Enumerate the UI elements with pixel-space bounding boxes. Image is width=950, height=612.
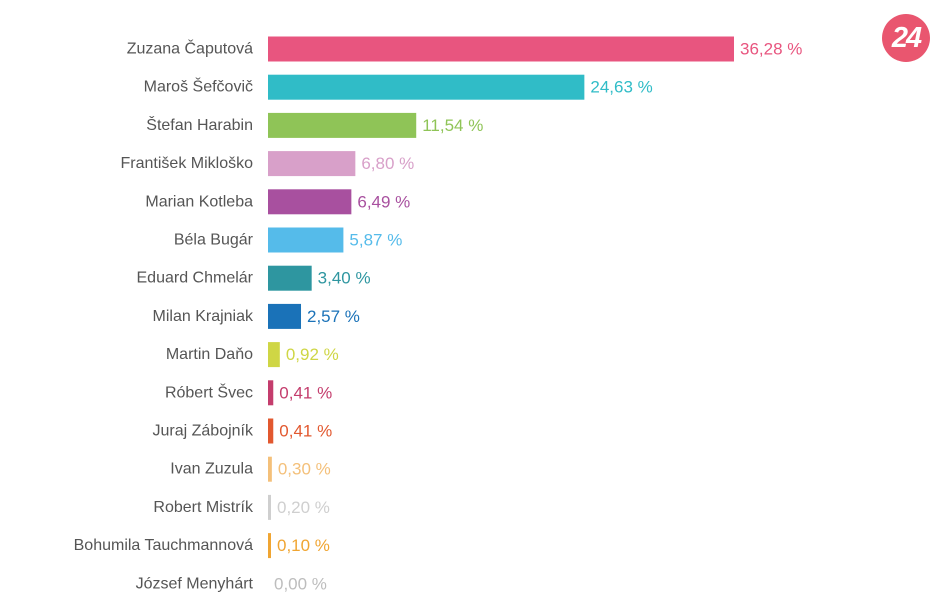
category-label: Štefan Harabin — [146, 115, 253, 134]
bar — [268, 418, 274, 444]
bar — [268, 303, 302, 329]
value-label: 0,20 % — [277, 498, 330, 517]
value-label: 0,10 % — [277, 536, 330, 555]
bar — [268, 227, 344, 253]
value-label: 2,57 % — [307, 307, 360, 326]
value-label: 0,41 % — [279, 383, 332, 402]
bar — [268, 533, 271, 559]
category-label: František Mikloško — [121, 155, 254, 172]
bar — [268, 74, 585, 100]
bar — [268, 342, 280, 368]
value-label: 24,63 % — [590, 78, 652, 97]
bar — [268, 265, 312, 291]
value-label: 0,30 % — [278, 460, 331, 479]
category-label: Bohumila Tauchmannová — [74, 537, 253, 554]
category-label: Maroš Šefčovič — [144, 77, 253, 96]
bar — [268, 151, 356, 177]
category-label: József Menyhárt — [136, 575, 254, 592]
bar — [268, 112, 417, 138]
value-label: 3,40 % — [318, 269, 371, 288]
category-label: Zuzana Čaputová — [127, 39, 253, 58]
logo-text: 24 — [891, 21, 922, 54]
bar — [268, 380, 274, 406]
value-label: 5,87 % — [349, 231, 402, 250]
bar — [268, 494, 271, 520]
bar — [268, 456, 272, 482]
value-label: 11,54 % — [422, 116, 483, 135]
category-label: Milan Krajniak — [153, 308, 254, 325]
value-label: 6,49 % — [357, 192, 410, 211]
category-label: Róbert Švec — [165, 382, 253, 401]
value-label: 6,80 % — [361, 154, 414, 173]
bar — [268, 36, 734, 62]
category-label: Marian Kotleba — [145, 193, 253, 210]
site-logo-24[interactable]: 24 — [882, 14, 930, 62]
value-label: 0,00 % — [274, 574, 327, 593]
value-label: 36,28 % — [740, 40, 802, 59]
category-label: Juraj Zábojník — [153, 423, 254, 440]
category-label: Ivan Zuzula — [170, 461, 253, 478]
value-label: 0,41 % — [279, 422, 332, 441]
category-label: Robert Mistrík — [153, 499, 254, 516]
category-label: Béla Bugár — [174, 232, 254, 249]
bar — [268, 189, 352, 215]
category-label: Eduard Chmelár — [137, 270, 254, 287]
category-label: Martin Daňo — [166, 346, 253, 363]
value-label: 0,92 % — [286, 345, 339, 364]
